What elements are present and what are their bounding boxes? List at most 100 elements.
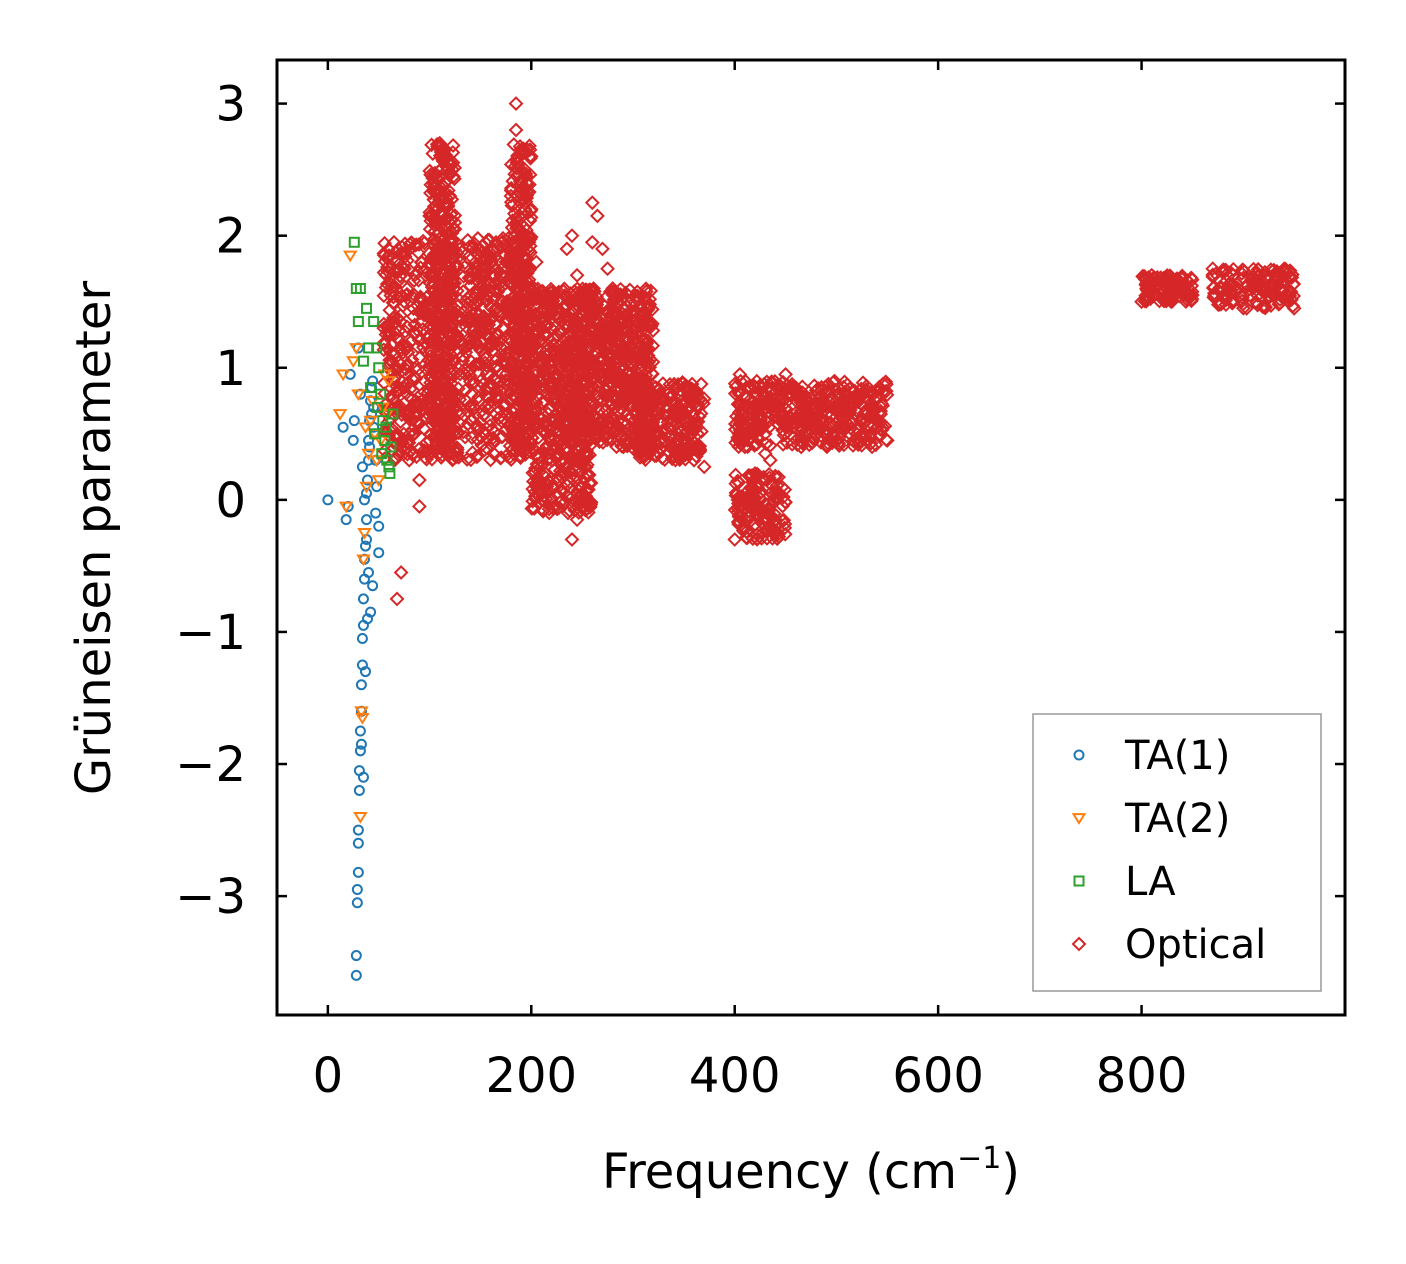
cluster-point xyxy=(472,323,488,339)
cluster-point xyxy=(642,352,658,368)
data-point xyxy=(338,501,354,514)
data-point xyxy=(376,448,388,460)
cluster-point xyxy=(505,388,520,404)
cluster-point xyxy=(439,293,455,309)
cluster-point xyxy=(530,477,546,493)
data-point xyxy=(1276,291,1292,307)
cluster-point xyxy=(429,343,445,359)
data-point xyxy=(347,434,359,446)
cluster-point xyxy=(663,411,679,427)
cluster-point xyxy=(690,399,705,415)
cluster-point xyxy=(552,375,568,391)
cluster-point xyxy=(526,501,542,516)
data-point xyxy=(569,512,585,528)
cluster-point xyxy=(797,424,813,440)
data-point xyxy=(354,283,366,295)
data-point xyxy=(417,373,432,389)
cluster-point xyxy=(534,394,550,410)
cluster-point xyxy=(435,372,451,388)
cluster-point xyxy=(859,433,875,449)
data-point xyxy=(354,725,366,737)
cluster-point xyxy=(426,268,442,283)
data-point xyxy=(564,228,580,244)
data-point xyxy=(656,433,671,448)
cluster-point xyxy=(529,413,545,429)
data-point xyxy=(595,241,610,257)
cluster-point xyxy=(569,292,585,308)
data-point xyxy=(357,355,369,367)
cluster-point xyxy=(653,435,669,451)
cluster-point xyxy=(662,421,678,436)
cluster-point xyxy=(640,316,656,332)
legend-marker xyxy=(1073,749,1085,761)
cluster-point xyxy=(425,291,441,307)
data-point xyxy=(742,399,758,415)
cluster-point xyxy=(441,307,456,323)
data-point xyxy=(361,514,373,526)
data-point xyxy=(727,532,743,547)
cluster-point xyxy=(840,416,856,432)
data-point xyxy=(488,373,504,389)
cluster-point xyxy=(754,525,770,541)
data-point xyxy=(574,373,590,389)
cluster-point xyxy=(564,370,580,386)
cluster-point xyxy=(571,495,587,511)
data-point xyxy=(732,366,748,382)
cluster-point xyxy=(422,163,438,179)
cluster-point xyxy=(742,468,758,484)
cluster-point xyxy=(457,383,473,398)
cluster-point xyxy=(747,520,763,536)
cluster-point xyxy=(485,430,501,446)
data-point xyxy=(359,666,371,678)
cluster-point xyxy=(433,354,449,370)
data-point xyxy=(386,234,402,250)
cluster-point xyxy=(551,368,567,384)
cluster-point xyxy=(485,435,501,451)
cluster-point xyxy=(463,354,479,370)
cluster-point xyxy=(652,395,668,411)
cluster-point xyxy=(444,162,460,177)
cluster-point xyxy=(854,437,870,453)
y-tick-label: −3 xyxy=(175,869,246,925)
cluster-point xyxy=(596,388,612,403)
cluster-point xyxy=(545,437,561,453)
cluster-point xyxy=(432,237,448,253)
data-point xyxy=(369,428,381,440)
data-point xyxy=(549,386,565,402)
data-point xyxy=(373,547,385,559)
cluster-point xyxy=(765,526,781,541)
data-point xyxy=(574,413,590,429)
data-point xyxy=(377,369,393,382)
cluster-point xyxy=(609,291,625,306)
data-point xyxy=(493,347,509,362)
cluster-point xyxy=(468,356,484,372)
cluster-point xyxy=(730,396,746,412)
cluster-point xyxy=(618,307,634,323)
cluster-point xyxy=(444,361,460,377)
cluster-point xyxy=(1178,287,1194,303)
data-point xyxy=(564,532,580,547)
data-point xyxy=(352,316,364,328)
data-point xyxy=(498,300,514,316)
data-point xyxy=(351,897,363,909)
data-point xyxy=(767,512,783,528)
cluster-point xyxy=(793,411,809,427)
cluster-point xyxy=(863,407,879,423)
cluster-point xyxy=(578,448,594,464)
cluster-point xyxy=(618,378,634,394)
cluster-point xyxy=(621,288,637,304)
cluster-point xyxy=(577,312,592,328)
cluster-point xyxy=(508,281,524,297)
cluster-point xyxy=(570,477,586,493)
cluster-point xyxy=(629,390,645,405)
cluster-point xyxy=(561,463,577,479)
cluster-point xyxy=(794,434,810,450)
cluster-point xyxy=(568,432,584,447)
cluster-point xyxy=(478,351,494,366)
data-point xyxy=(391,261,407,277)
data-point xyxy=(757,446,773,462)
data-point xyxy=(367,580,379,592)
cluster-point xyxy=(562,398,578,414)
cluster-point xyxy=(1257,264,1273,280)
cluster-point xyxy=(381,326,397,341)
